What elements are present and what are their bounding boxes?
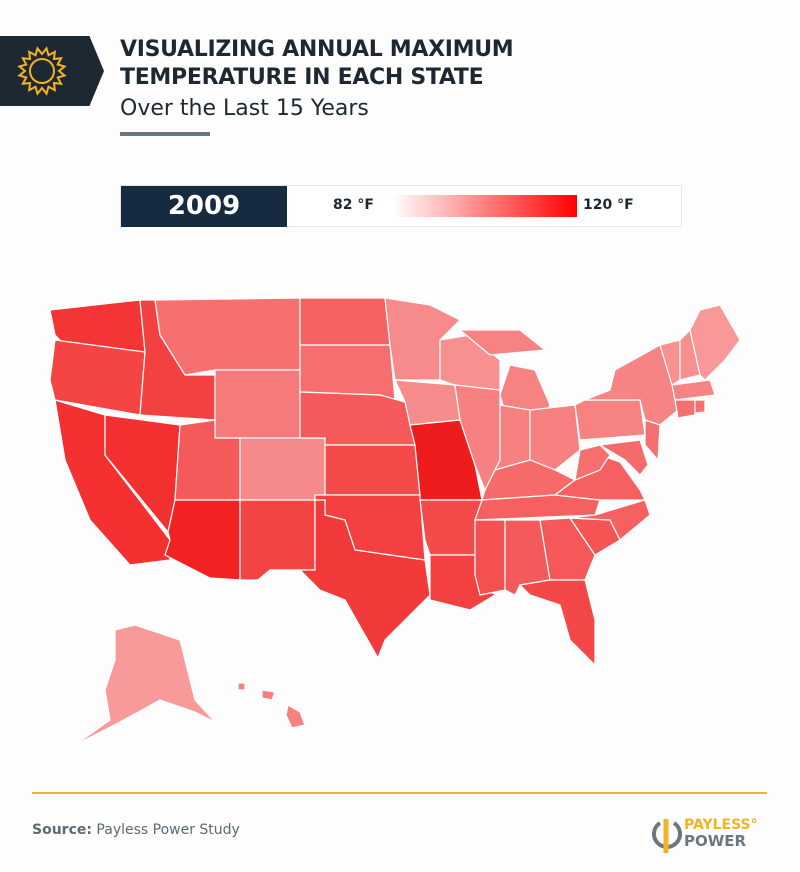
power-icon	[652, 819, 682, 853]
legend: 2009 82 °F 120 °F	[120, 185, 682, 227]
state-ga	[539, 517, 596, 581]
state-ri	[694, 399, 706, 414]
state-fl	[518, 579, 596, 667]
sun-icon	[17, 46, 67, 96]
state-ct	[674, 399, 696, 419]
state-wv	[574, 444, 611, 481]
state-nj	[644, 419, 661, 462]
state-ne	[299, 391, 416, 446]
state-hi	[237, 682, 246, 691]
state-tx	[270, 499, 431, 660]
state-in	[493, 404, 531, 471]
state-ak	[74, 624, 216, 746]
state-az	[164, 499, 241, 581]
state-or	[49, 339, 146, 416]
page-subtitle: Over the Last 15 Years	[120, 96, 369, 121]
state-nm	[239, 499, 316, 581]
state-wy	[214, 369, 301, 439]
state-sd	[299, 344, 396, 401]
payless-power-logo: PAYLESS° POWER	[650, 815, 770, 855]
state-mi	[458, 329, 547, 356]
state-md	[598, 439, 649, 476]
state-tn	[474, 494, 601, 521]
title-divider	[120, 132, 210, 136]
state-nd	[299, 297, 391, 346]
state-co	[239, 437, 326, 501]
state-me	[689, 304, 741, 381]
source-note: Source: Payless Power Study	[32, 822, 240, 838]
footer-divider	[32, 792, 767, 794]
legend-max-label: 120 °F	[583, 197, 634, 213]
state-hi	[261, 689, 276, 701]
legend-gradient	[393, 195, 577, 217]
state-ks	[324, 444, 421, 496]
state-ma	[671, 379, 716, 401]
state-ms	[474, 519, 506, 596]
header-badge	[0, 36, 104, 106]
state-pa	[574, 399, 646, 441]
page-title: VISUALIZING ANNUAL MAXIMUM TEMPERATURE IN…	[120, 37, 514, 90]
legend-min-label: 82 °F	[333, 197, 374, 213]
state-ar	[419, 499, 483, 556]
state-oh	[529, 404, 581, 471]
year-label: 2009	[121, 186, 287, 227]
state-hi	[285, 704, 306, 729]
